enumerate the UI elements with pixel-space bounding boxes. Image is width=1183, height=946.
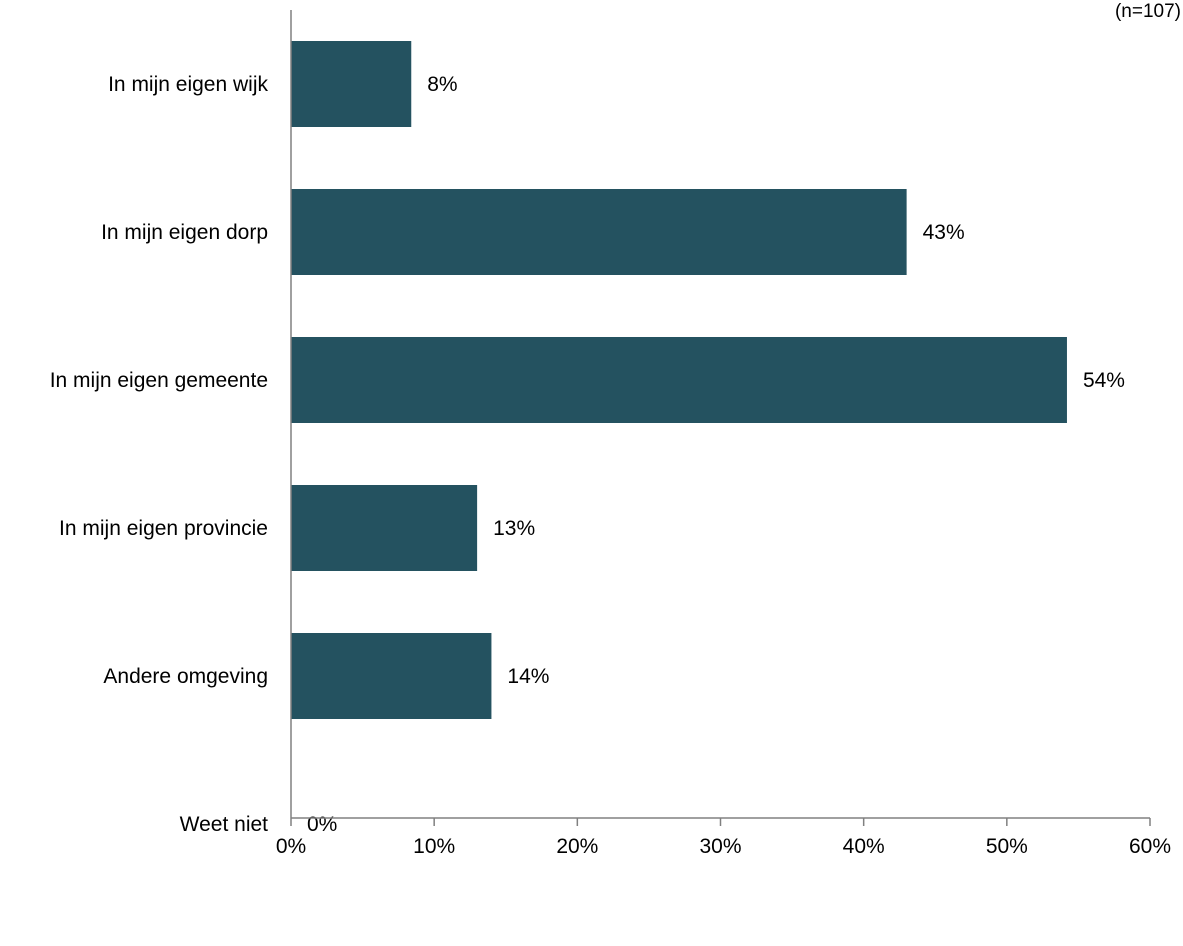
- bars-group: [291, 41, 1067, 719]
- sample-size-note: (n=107): [1115, 1, 1181, 22]
- value-label: 8%: [427, 73, 457, 96]
- category-labels: In mijn eigen wijk In mijn eigen dorp In m…: [50, 73, 269, 836]
- value-labels: 8% 43% 54% 13% 14% 0%: [307, 73, 1125, 836]
- category-label: In mijn eigen dorp: [101, 221, 268, 244]
- bar: [291, 485, 478, 571]
- value-label: 43%: [923, 221, 965, 244]
- bar: [291, 337, 1067, 423]
- x-tick-label: 50%: [986, 835, 1028, 858]
- x-tick-label: 40%: [843, 835, 885, 858]
- category-label: In mijn eigen wijk: [108, 73, 268, 96]
- category-label: In mijn eigen provincie: [59, 517, 268, 540]
- bar: [291, 633, 492, 719]
- x-tick-label: 60%: [1129, 835, 1171, 858]
- x-tick-label: 0%: [276, 835, 306, 858]
- value-label: 54%: [1083, 369, 1125, 392]
- x-tick-label: 10%: [413, 835, 455, 858]
- x-axis-ticks: 0% 10% 20% 30% 40% 50% 60%: [276, 818, 1171, 858]
- x-tick-label: 20%: [556, 835, 598, 858]
- bar: [291, 41, 412, 127]
- category-label: Weet niet: [180, 813, 268, 836]
- value-label: 13%: [493, 517, 535, 540]
- value-label: 14%: [507, 665, 549, 688]
- category-label: Andere omgeving: [103, 665, 268, 688]
- x-tick-label: 30%: [699, 835, 741, 858]
- category-label: In mijn eigen gemeente: [50, 369, 268, 392]
- bar: [291, 189, 907, 275]
- value-label: 0%: [307, 813, 337, 836]
